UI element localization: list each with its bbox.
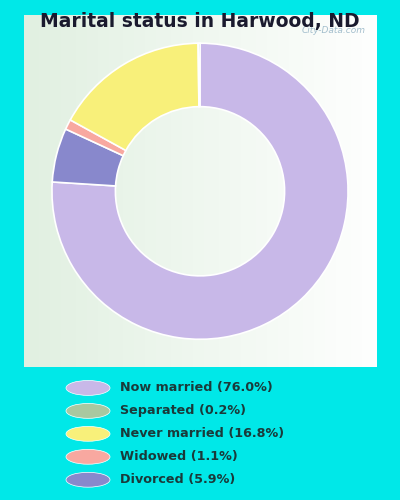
Circle shape bbox=[66, 450, 110, 464]
Text: City-Data.com: City-Data.com bbox=[302, 26, 366, 35]
Text: Divorced (5.9%): Divorced (5.9%) bbox=[120, 473, 235, 486]
Wedge shape bbox=[66, 120, 126, 156]
Circle shape bbox=[66, 426, 110, 442]
Circle shape bbox=[66, 472, 110, 487]
Text: Now married (76.0%): Now married (76.0%) bbox=[120, 382, 273, 394]
Wedge shape bbox=[52, 43, 348, 340]
Wedge shape bbox=[198, 43, 200, 106]
Circle shape bbox=[66, 380, 110, 396]
Circle shape bbox=[66, 404, 110, 418]
Wedge shape bbox=[52, 129, 123, 186]
Text: Never married (16.8%): Never married (16.8%) bbox=[120, 428, 284, 440]
Text: Separated (0.2%): Separated (0.2%) bbox=[120, 404, 246, 417]
Text: Widowed (1.1%): Widowed (1.1%) bbox=[120, 450, 238, 464]
Wedge shape bbox=[70, 43, 199, 150]
Text: Marital status in Harwood, ND: Marital status in Harwood, ND bbox=[40, 12, 360, 32]
